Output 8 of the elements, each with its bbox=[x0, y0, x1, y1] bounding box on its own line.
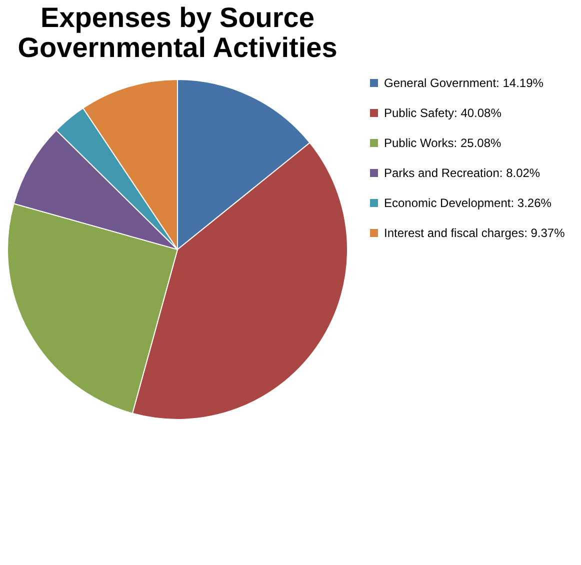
legend-label: General Government: 14.19% bbox=[384, 76, 544, 90]
legend-label: Parks and Recreation: 8.02% bbox=[384, 166, 540, 180]
legend-label: Economic Development: 3.26% bbox=[384, 196, 552, 210]
text: Governmental Activities bbox=[18, 32, 338, 63]
text: Expenses by Source bbox=[40, 2, 314, 33]
legend-label: Interest and fiscal charges: 9.37% bbox=[384, 226, 566, 240]
legend-label: Public Works: 25.08% bbox=[384, 136, 502, 150]
legend-label: Public Safety: 40.08% bbox=[384, 106, 502, 120]
